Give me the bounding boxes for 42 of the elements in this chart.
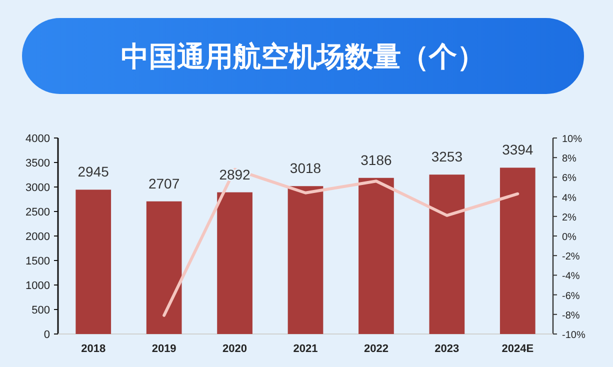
bar [358, 178, 394, 334]
y2-tick-label: 6% [562, 173, 577, 184]
data-label: 3018 [290, 160, 322, 176]
y2-tick-label: 8% [562, 154, 577, 165]
data-label: 3394 [502, 142, 534, 158]
x-tick-label: 2018 [81, 343, 106, 355]
data-label: 2707 [148, 175, 180, 192]
x-tick-label: 2019 [152, 343, 176, 355]
y-tick-label: 3500 [26, 158, 50, 170]
y2-tick-label: 2% [562, 212, 577, 224]
y-tick-label: 0 [44, 329, 50, 341]
y2-tick-label: -2% [562, 252, 580, 263]
bar [429, 174, 465, 334]
y-tick-label: 3000 [26, 182, 50, 194]
x-tick-label: 2024E [502, 343, 534, 355]
y2-tick-label: -4% [562, 271, 580, 282]
y-tick-label: 2000 [26, 231, 50, 243]
y-tick-label: 2500 [26, 206, 50, 218]
data-label: 3253 [431, 148, 463, 165]
y2-tick-label: 0% [562, 232, 577, 243]
y-tick-label: 1500 [26, 256, 50, 268]
bar [288, 186, 324, 334]
bar [146, 201, 182, 334]
y2-tick-label: 4% [562, 192, 577, 204]
bar [217, 192, 252, 334]
y-tick-label: 500 [32, 304, 50, 316]
y-tick-label: 4000 [26, 133, 50, 145]
bar [76, 190, 112, 334]
x-tick-label: 2020 [222, 343, 248, 355]
y2-tick-label: -8% [562, 310, 580, 322]
data-label: 3186 [360, 152, 392, 168]
x-tick-label: 2023 [434, 343, 460, 355]
y2-tick-label: 10% [562, 134, 582, 145]
y2-tick-label: -10% [562, 330, 586, 341]
data-label: 2892 [219, 166, 251, 182]
y2-tick-label: -6% [562, 290, 580, 302]
bar [500, 168, 536, 334]
y-tick-label: 1000 [26, 280, 50, 292]
x-tick-label: 2021 [293, 343, 318, 355]
chart-title: 中国通用航空机场数量（个） [121, 41, 485, 72]
x-tick-label: 2022 [364, 343, 388, 355]
data-label: 2945 [78, 164, 110, 180]
